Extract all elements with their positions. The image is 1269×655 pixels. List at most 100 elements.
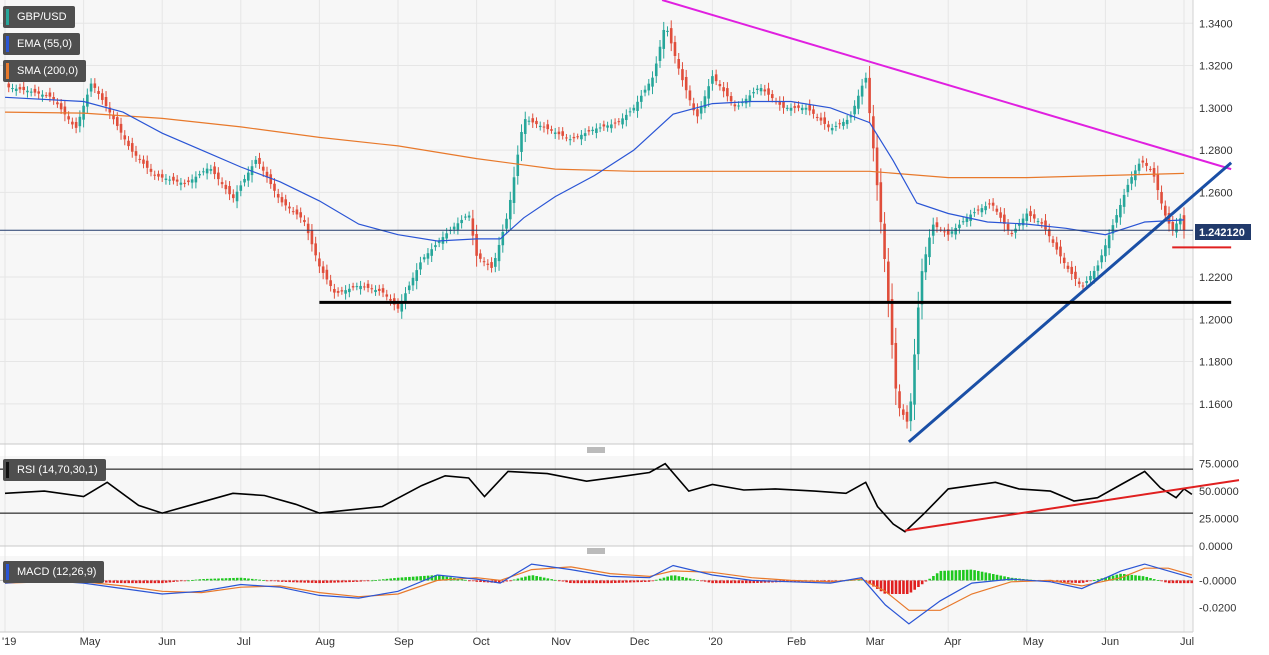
pane-resize-grip-top[interactable] (587, 447, 605, 453)
candle-body (812, 109, 815, 114)
candle-body (512, 177, 516, 203)
macd-histogram-bar (209, 578, 213, 581)
macd-histogram-bar (992, 574, 995, 581)
legend-macd[interactable]: MACD (12,26,9) (3, 561, 105, 583)
macd-histogram-bar (827, 580, 830, 582)
candle-body (142, 159, 145, 164)
pane-resize-grip-bottom[interactable] (587, 548, 605, 554)
rsi-tick-label: 0.0000 (1199, 541, 1233, 553)
candle-body (920, 271, 924, 305)
current-price-label: 1.242120 (1199, 227, 1245, 239)
macd-histogram-bar (561, 580, 565, 582)
macd-histogram-bar (1190, 580, 1193, 584)
candle-body (1036, 221, 1040, 223)
macd-histogram-bar (628, 580, 632, 583)
x-tick-label: '20 (708, 636, 722, 648)
macd-histogram-bar (737, 580, 741, 584)
macd-histogram-bar (441, 576, 445, 581)
macd-histogram-bar (318, 580, 321, 584)
candle-body (168, 179, 171, 181)
candle-body (14, 88, 18, 91)
macd-histogram-bar (217, 578, 220, 581)
legend-ema[interactable]: EMA (55,0) (3, 33, 81, 55)
candle-body (280, 197, 284, 203)
rsi-trendline[interactable] (904, 479, 1240, 532)
legend-rsi[interactable]: RSI (14,70,30,1) (3, 459, 106, 481)
macd-histogram-bar (127, 580, 131, 584)
candle-body (613, 122, 617, 124)
macd-histogram-bar (651, 580, 655, 582)
candle-body (1059, 246, 1062, 257)
macd-histogram-bar (999, 575, 1003, 581)
macd-histogram-bar (681, 576, 684, 581)
macd-histogram-bar (752, 580, 756, 584)
macd-histogram-bar (142, 580, 145, 584)
candle-body (134, 151, 138, 156)
candle-body (961, 221, 965, 223)
macd-histogram-bar (277, 580, 280, 582)
macd-histogram-bar (258, 579, 262, 581)
candle-body (572, 136, 576, 139)
legend-macd-label: MACD (12,26,9) (17, 566, 97, 578)
candle-body (621, 118, 624, 125)
candle-body (276, 193, 280, 198)
macd-histogram-bar (1048, 580, 1051, 582)
candle-body (875, 147, 879, 186)
candle-body (310, 230, 314, 245)
x-tick-label: Jun (158, 636, 176, 648)
candle-body (928, 237, 931, 258)
macd-histogram-bar (692, 579, 696, 581)
candle-body (587, 130, 591, 132)
macd-histogram-bar (108, 580, 112, 583)
candle-body (669, 28, 673, 44)
macd-histogram-bar (494, 580, 497, 583)
macd-histogram-bar (497, 580, 501, 584)
candle-body (744, 98, 748, 104)
x-tick-label: Sep (394, 636, 414, 648)
candle-body (561, 131, 564, 136)
macd-histogram-bar (408, 576, 411, 581)
candle-body (33, 88, 37, 93)
candle-body (576, 136, 579, 138)
rsi-tick-label: 25.0000 (1199, 514, 1239, 526)
candle-body (954, 227, 957, 235)
macd-histogram-bar (707, 580, 711, 583)
x-tick-label: Aug (315, 636, 335, 648)
candle-body (793, 106, 797, 108)
macd-histogram-bar (1149, 578, 1152, 581)
candle-body (692, 103, 695, 111)
macd-histogram-bar (1119, 573, 1122, 581)
candle-body (1044, 220, 1047, 230)
candle-body (527, 120, 531, 122)
candle-body (37, 91, 40, 94)
candle-body (711, 76, 714, 84)
macd-histogram-bar (389, 578, 393, 581)
macd-histogram-bar (475, 580, 479, 582)
candle-body (606, 125, 609, 128)
legend-symbol[interactable]: GBP/USD (3, 6, 75, 28)
legend-sma[interactable]: SMA (200,0) (3, 60, 87, 82)
macd-histogram-bar (520, 577, 524, 581)
resistance-trendline[interactable] (661, 0, 1232, 171)
macd-histogram-bar (973, 570, 976, 581)
candle-body (595, 128, 598, 133)
candle-body (879, 182, 883, 223)
candle-body (550, 129, 553, 131)
x-tick-label: '19 (2, 636, 16, 648)
macd-histogram-bar (284, 580, 288, 582)
macd-histogram-bar (625, 580, 628, 583)
macd-histogram-bar (295, 580, 299, 583)
candle-body (628, 111, 632, 113)
candle-body (1171, 222, 1175, 230)
macd-histogram-bar (1182, 580, 1186, 584)
macd-histogram-bar (415, 576, 419, 581)
x-tick-label: Jun (1101, 636, 1119, 648)
macd-histogram-bar (299, 580, 303, 583)
candle-body (842, 121, 845, 126)
macd-histogram-bar (980, 571, 984, 581)
candle-body (381, 288, 385, 293)
macd-histogram-bar (224, 578, 228, 581)
candle-body (916, 307, 920, 355)
candle-body (568, 139, 572, 141)
